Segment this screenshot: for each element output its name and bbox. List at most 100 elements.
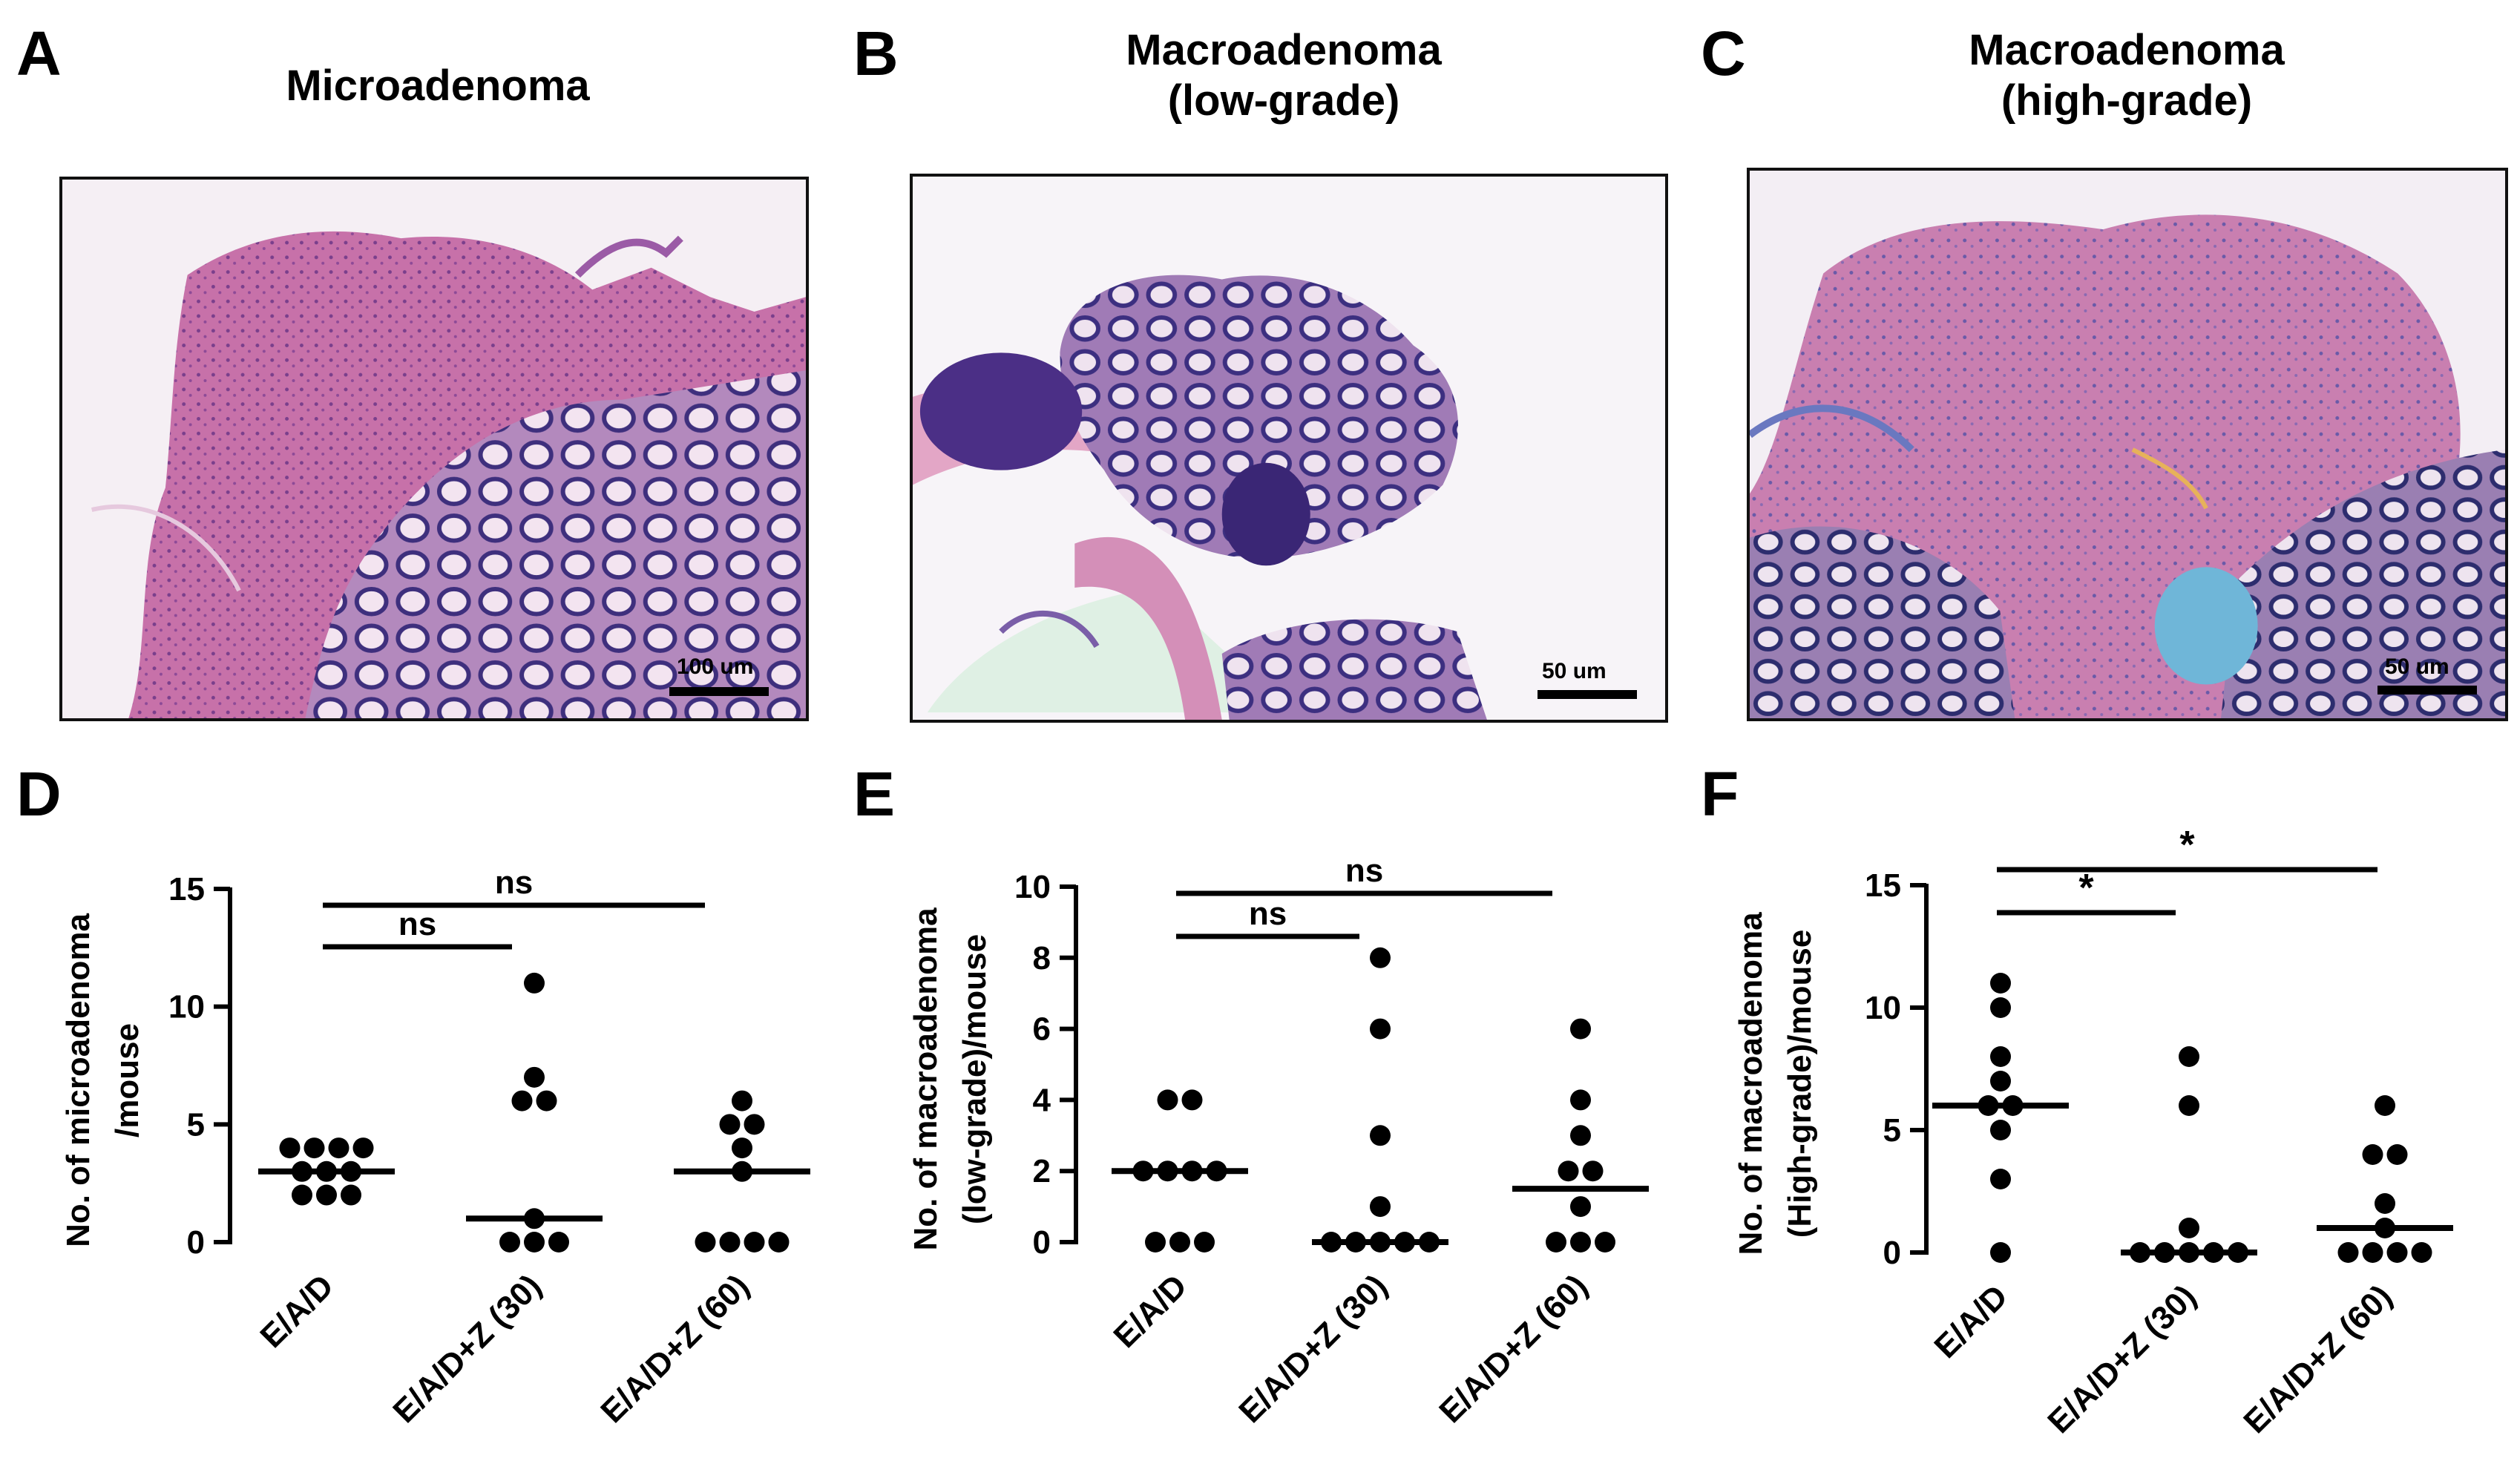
chart-d-category-label: E/A/D+Z (30) (386, 1267, 548, 1430)
chart-d-point (511, 1090, 533, 1112)
scale-label-c: 50 um (2385, 654, 2449, 679)
chart-d-significance-label: ns (398, 906, 436, 942)
chart-f-category-label: E/A/D (1927, 1278, 2015, 1365)
micrograph-c-image (1750, 171, 2505, 718)
chart-f-y-tick-label: 5 (1883, 1112, 1901, 1149)
chart-d-y-tick-label: 5 (187, 1106, 205, 1143)
chart-f-y-tick-label: 15 (1865, 867, 1901, 904)
chart-f-point (1990, 1242, 2011, 1263)
chart-f-point (1990, 1169, 2011, 1189)
chart-e-y-title-line2: (low-grade)/mouse (956, 934, 993, 1224)
chart-d-point (524, 1232, 545, 1252)
panel-b-title-line1: Macroadenoma (1126, 26, 1442, 74)
chart-f-y-tick-label: 0 (1883, 1235, 1901, 1271)
chart-d-y-tick-label: 15 (168, 871, 205, 907)
chart-e-point (1370, 947, 1391, 968)
chart-e-point (1546, 1232, 1566, 1252)
chart-f-point (2179, 1046, 2199, 1067)
chart-d-point (732, 1090, 752, 1112)
chart-d-point (352, 1137, 374, 1159)
chart-d-y-tick-label: 10 (168, 989, 205, 1025)
chart-f-category-label: E/A/D+Z (30) (2041, 1278, 2203, 1440)
chart-d-y-title-line2: /mouse (109, 1023, 145, 1137)
panel-b-title-line2: (low-grade) (1167, 76, 1400, 125)
chart-e-category-label: E/A/D (1106, 1267, 1194, 1355)
chart-e-y-tick-label: 10 (1014, 869, 1051, 905)
chart-f-y-title-line1: No. of macroadenoma (1733, 912, 1769, 1255)
chart-e-point (1169, 1232, 1190, 1252)
chart-e-point (1181, 1089, 1203, 1111)
chart-d-point (328, 1137, 350, 1159)
chart-d-point (536, 1090, 557, 1112)
micrograph-a-image (62, 180, 806, 718)
chart-f-point (2337, 1242, 2359, 1263)
chart-e-point (1370, 1125, 1391, 1146)
scale-label-a: 100 um (677, 654, 754, 679)
chart-f-point (2179, 1218, 2199, 1238)
chart-f-point (2375, 1193, 2395, 1214)
chart-d-point (719, 1232, 741, 1252)
chart-d-point (303, 1137, 325, 1159)
panel-letter-f: F (1701, 759, 1739, 829)
chart-e-category-label: E/A/D+Z (60) (1432, 1267, 1595, 1430)
micrograph-c: 50 um (1747, 168, 2508, 721)
panel-c-title: Macroadenoma (high-grade) (1897, 25, 2357, 127)
chart-f-y-title-line2: (High-grade)/mouse (1782, 930, 1818, 1238)
chart-d-point (732, 1137, 752, 1159)
chart-f-point (2179, 1095, 2199, 1116)
chart-d-point (341, 1184, 361, 1206)
chart-f-significance-label: * (2179, 824, 2195, 867)
chart-f-category-label: E/A/D+Z (60) (2237, 1278, 2399, 1440)
chart-d-point (744, 1114, 765, 1135)
chart-e-point (1570, 1125, 1591, 1146)
chart-d-point (279, 1137, 301, 1159)
chart-e-point (1157, 1089, 1178, 1111)
chart-d-point (524, 1066, 545, 1088)
chart-d-y-tick-label: 0 (187, 1224, 205, 1261)
chart-f-point (2386, 1144, 2408, 1165)
chart-d-point (719, 1114, 741, 1135)
chart-f-point (1990, 1071, 2011, 1091)
chart-f-point (2362, 1144, 2383, 1165)
chart-d-point (524, 972, 545, 994)
chart-f-point (2411, 1242, 2432, 1263)
chart-f-point (1990, 973, 2011, 994)
micrograph-b: 50 um (910, 174, 1668, 723)
panel-c-title-line1: Macroadenoma (1969, 26, 2285, 74)
micrograph-a: 100 um (59, 177, 809, 721)
chart-e-y-tick-label: 6 (1033, 1011, 1051, 1048)
chart-f-point (1990, 1120, 2011, 1140)
chart-e-y-title-line1: No. of macroadenoma (908, 907, 944, 1251)
chart-d-category-label: E/A/D (253, 1267, 341, 1355)
chart-f-point (2386, 1242, 2408, 1263)
chart-f-significance-label: * (2078, 867, 2094, 910)
chart-d-y-title-line1: No. of microadenoma (60, 913, 96, 1247)
chart-e-point (1194, 1232, 1215, 1252)
panel-letter-d: D (16, 759, 62, 829)
chart-e-y-tick-label: 4 (1033, 1082, 1051, 1118)
chart-d-point (316, 1184, 337, 1206)
chart-d-category-label: E/A/D+Z (60) (594, 1267, 756, 1430)
chart-e-significance-label: ns (1345, 853, 1383, 889)
scale-bar-c (2377, 686, 2477, 695)
micrograph-b-image (913, 177, 1665, 720)
chart-e-y-tick-label: 2 (1033, 1153, 1051, 1189)
chart-e-point (1570, 1089, 1591, 1111)
chart-f-point (2375, 1095, 2395, 1116)
chart-e-point (1370, 1196, 1391, 1218)
chart-e-category-label: E/A/D+Z (30) (1232, 1267, 1394, 1430)
chart-e-y-tick-label: 8 (1033, 940, 1051, 976)
chart-f-y-tick-label: 10 (1865, 990, 1901, 1026)
panel-a-title-line1: Microadenoma (286, 62, 590, 110)
chart-d-point (695, 1232, 716, 1252)
chart-e-y-tick-label: 0 (1033, 1224, 1051, 1261)
panel-letter-b: B (853, 19, 899, 88)
chart-d-significance-label: ns (495, 864, 533, 901)
panel-c-title-line2: (high-grade) (2001, 76, 2253, 125)
chart-e-point (1595, 1232, 1615, 1252)
panel-a-title: Microadenoma (208, 61, 668, 111)
chart-e-point (1582, 1160, 1604, 1182)
panel-letter-e: E (853, 759, 896, 829)
panel-letter-c: C (1701, 19, 1746, 88)
